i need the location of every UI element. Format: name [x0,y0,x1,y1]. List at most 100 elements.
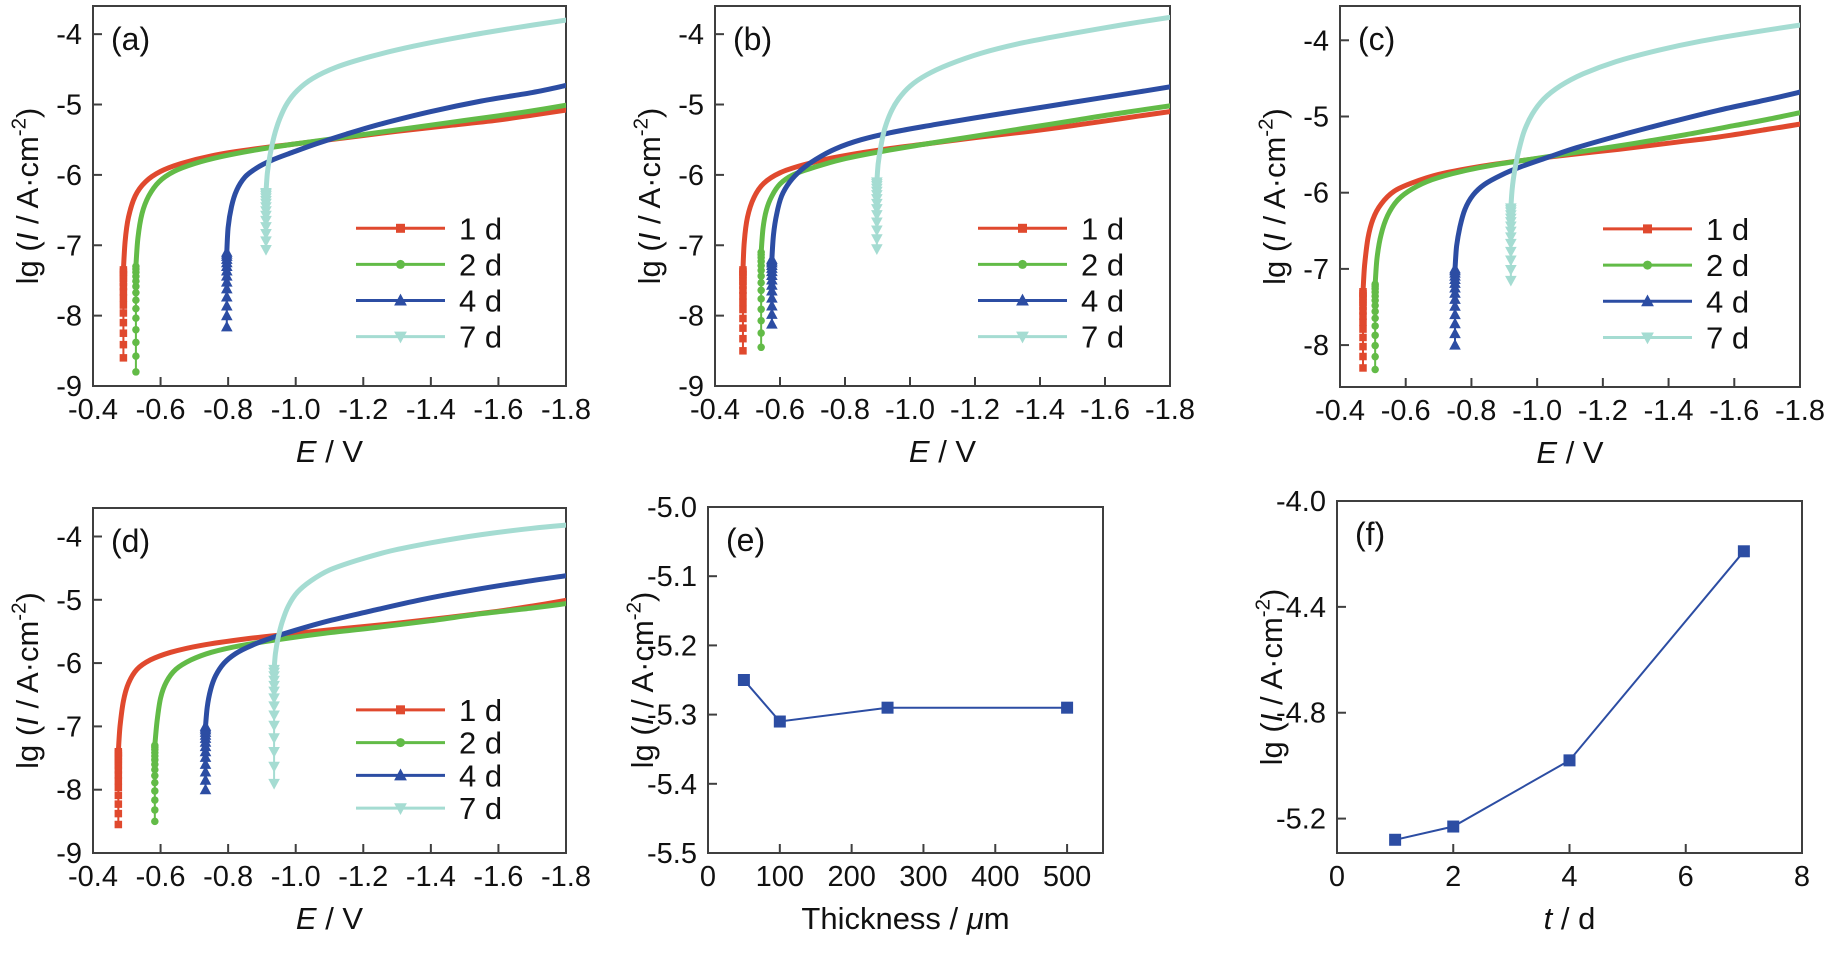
plot-frame [1336,500,1803,854]
x-tick-label: -1.4 [1644,395,1694,427]
data-marker [396,223,405,233]
legend-label: 1 d [459,693,502,728]
data-marker [119,340,128,349]
x-tick-label: -1.4 [1015,394,1065,426]
x-tick-label: -0.8 [820,394,870,426]
x-tick-label: 0 [700,861,716,893]
series-4d-curve [769,84,1170,262]
x-axis-label: Thickness / μm [801,901,1009,936]
data-marker [132,352,140,360]
panel-d-chart: -0.4 -0.6 -0.8 -1.0 -1.2 -1.4 -1.6 -1.8 -4 -5 -6 -7… [8,507,591,936]
x-tick-label: -1.0 [1512,395,1562,427]
data-marker [757,329,765,337]
data-marker [1449,300,1461,311]
data-marker [871,244,883,255]
x-axis: -0.4 -0.6 -0.8 -1.0 -1.2 -1.4 -1.6 -1.8 [1315,378,1825,427]
x-tick-label: -0.6 [136,861,186,893]
series-2d-tail [151,741,159,826]
data-marker [1061,701,1074,714]
panel-tag: (e) [726,522,765,558]
data-marker [1563,754,1576,767]
series-group [1359,22,1800,374]
data-marker [1643,260,1652,270]
legend-label: 4 d [459,284,502,319]
y-tick-label: -4.0 [1276,486,1326,518]
x-tick-label: 8 [1794,861,1810,893]
data-marker [1641,332,1654,345]
y-tick-label: -6 [1303,178,1329,210]
y-axis-label: lg (I / A·cm-2) [630,108,667,285]
data-marker [132,289,140,297]
panel-tag: (b) [733,21,772,57]
panel-c: -0.4 -0.6 -0.8 -1.0 -1.2 -1.4 -1.6 -1.8 -4 -5 -6 -7… [1222,0,1833,470]
data-marker [1505,246,1517,258]
y-tick-label: -4.8 [1276,698,1326,730]
x-tick-label: -0.6 [1381,395,1431,427]
x-tick-label: -1.6 [1709,395,1759,427]
y-tick-label: -6 [56,648,82,680]
x-tick-label: -1.4 [406,394,456,426]
data-marker [1016,331,1029,344]
data-marker [220,309,233,321]
data-marker [1359,364,1367,372]
legend-label: 4 d [459,758,502,793]
data-marker [773,715,786,728]
legend-label: 4 d [1081,284,1124,319]
data-marker [119,301,128,309]
series-1d-tail [1359,288,1367,372]
data-marker [739,281,747,290]
y-tick-label: -8 [678,301,704,333]
data-marker [1447,820,1460,833]
y-tick-label: -8 [56,301,82,333]
data-marker [132,304,140,313]
y-tick-label: -4 [56,19,82,51]
data-marker [1643,224,1652,234]
series-4d-tail [766,253,778,329]
series-7d-tail [260,187,272,256]
x-tick-label: -0.6 [755,394,805,426]
data-marker [1389,833,1402,846]
legend-label: 7 d [459,320,502,355]
series-1d-tail [114,747,123,829]
plot-frame [92,507,567,854]
data-marker [739,292,747,300]
data-marker [268,761,280,773]
y-tick-label: -5.2 [647,630,697,662]
y-tick-label: -8 [1303,330,1329,362]
x-tick-label: -1.0 [885,394,935,426]
data-marker [268,701,280,713]
data-marker [119,318,128,327]
series-4d-curve [224,83,566,255]
data-marker [1359,312,1367,320]
data-marker [1371,314,1379,323]
data-marker [1641,294,1654,307]
data-marker [394,803,407,815]
data-marker [1505,264,1517,276]
data-marker [1505,275,1517,287]
y-axis: -4 -5 -6 -7 -8 [1303,25,1349,362]
y-tick-label: -5.0 [647,492,697,524]
legend-label: 2 d [459,726,502,761]
data-marker [396,738,405,748]
data-marker [1018,223,1027,233]
x-tick-label: -1.6 [473,861,523,893]
y-tick-label: -5.4 [647,769,697,801]
series-4d-tail [1449,262,1461,350]
x-tick-label: -0.6 [136,394,186,426]
y-axis-label: lg (I / A·cm-2) [8,108,45,285]
plot-frame [707,506,1104,854]
x-tick-label: -1.8 [541,394,591,426]
y-tick-label: -5.3 [647,700,697,732]
data-marker [119,278,128,286]
x-tick-label: -1.8 [541,861,591,893]
series-1d-curve [740,109,1170,273]
y-tick-label: -5.1 [647,561,697,593]
data-marker [151,787,159,795]
x-axis-label: E / V [296,901,364,936]
y-tick-label: -4.4 [1276,592,1326,624]
x-tick-label: -1.2 [1578,395,1628,427]
x-tick-label: -1.4 [406,861,456,893]
data-marker [260,222,272,233]
series-1d-tail [119,266,128,362]
x-tick-label: 4 [1561,861,1577,893]
